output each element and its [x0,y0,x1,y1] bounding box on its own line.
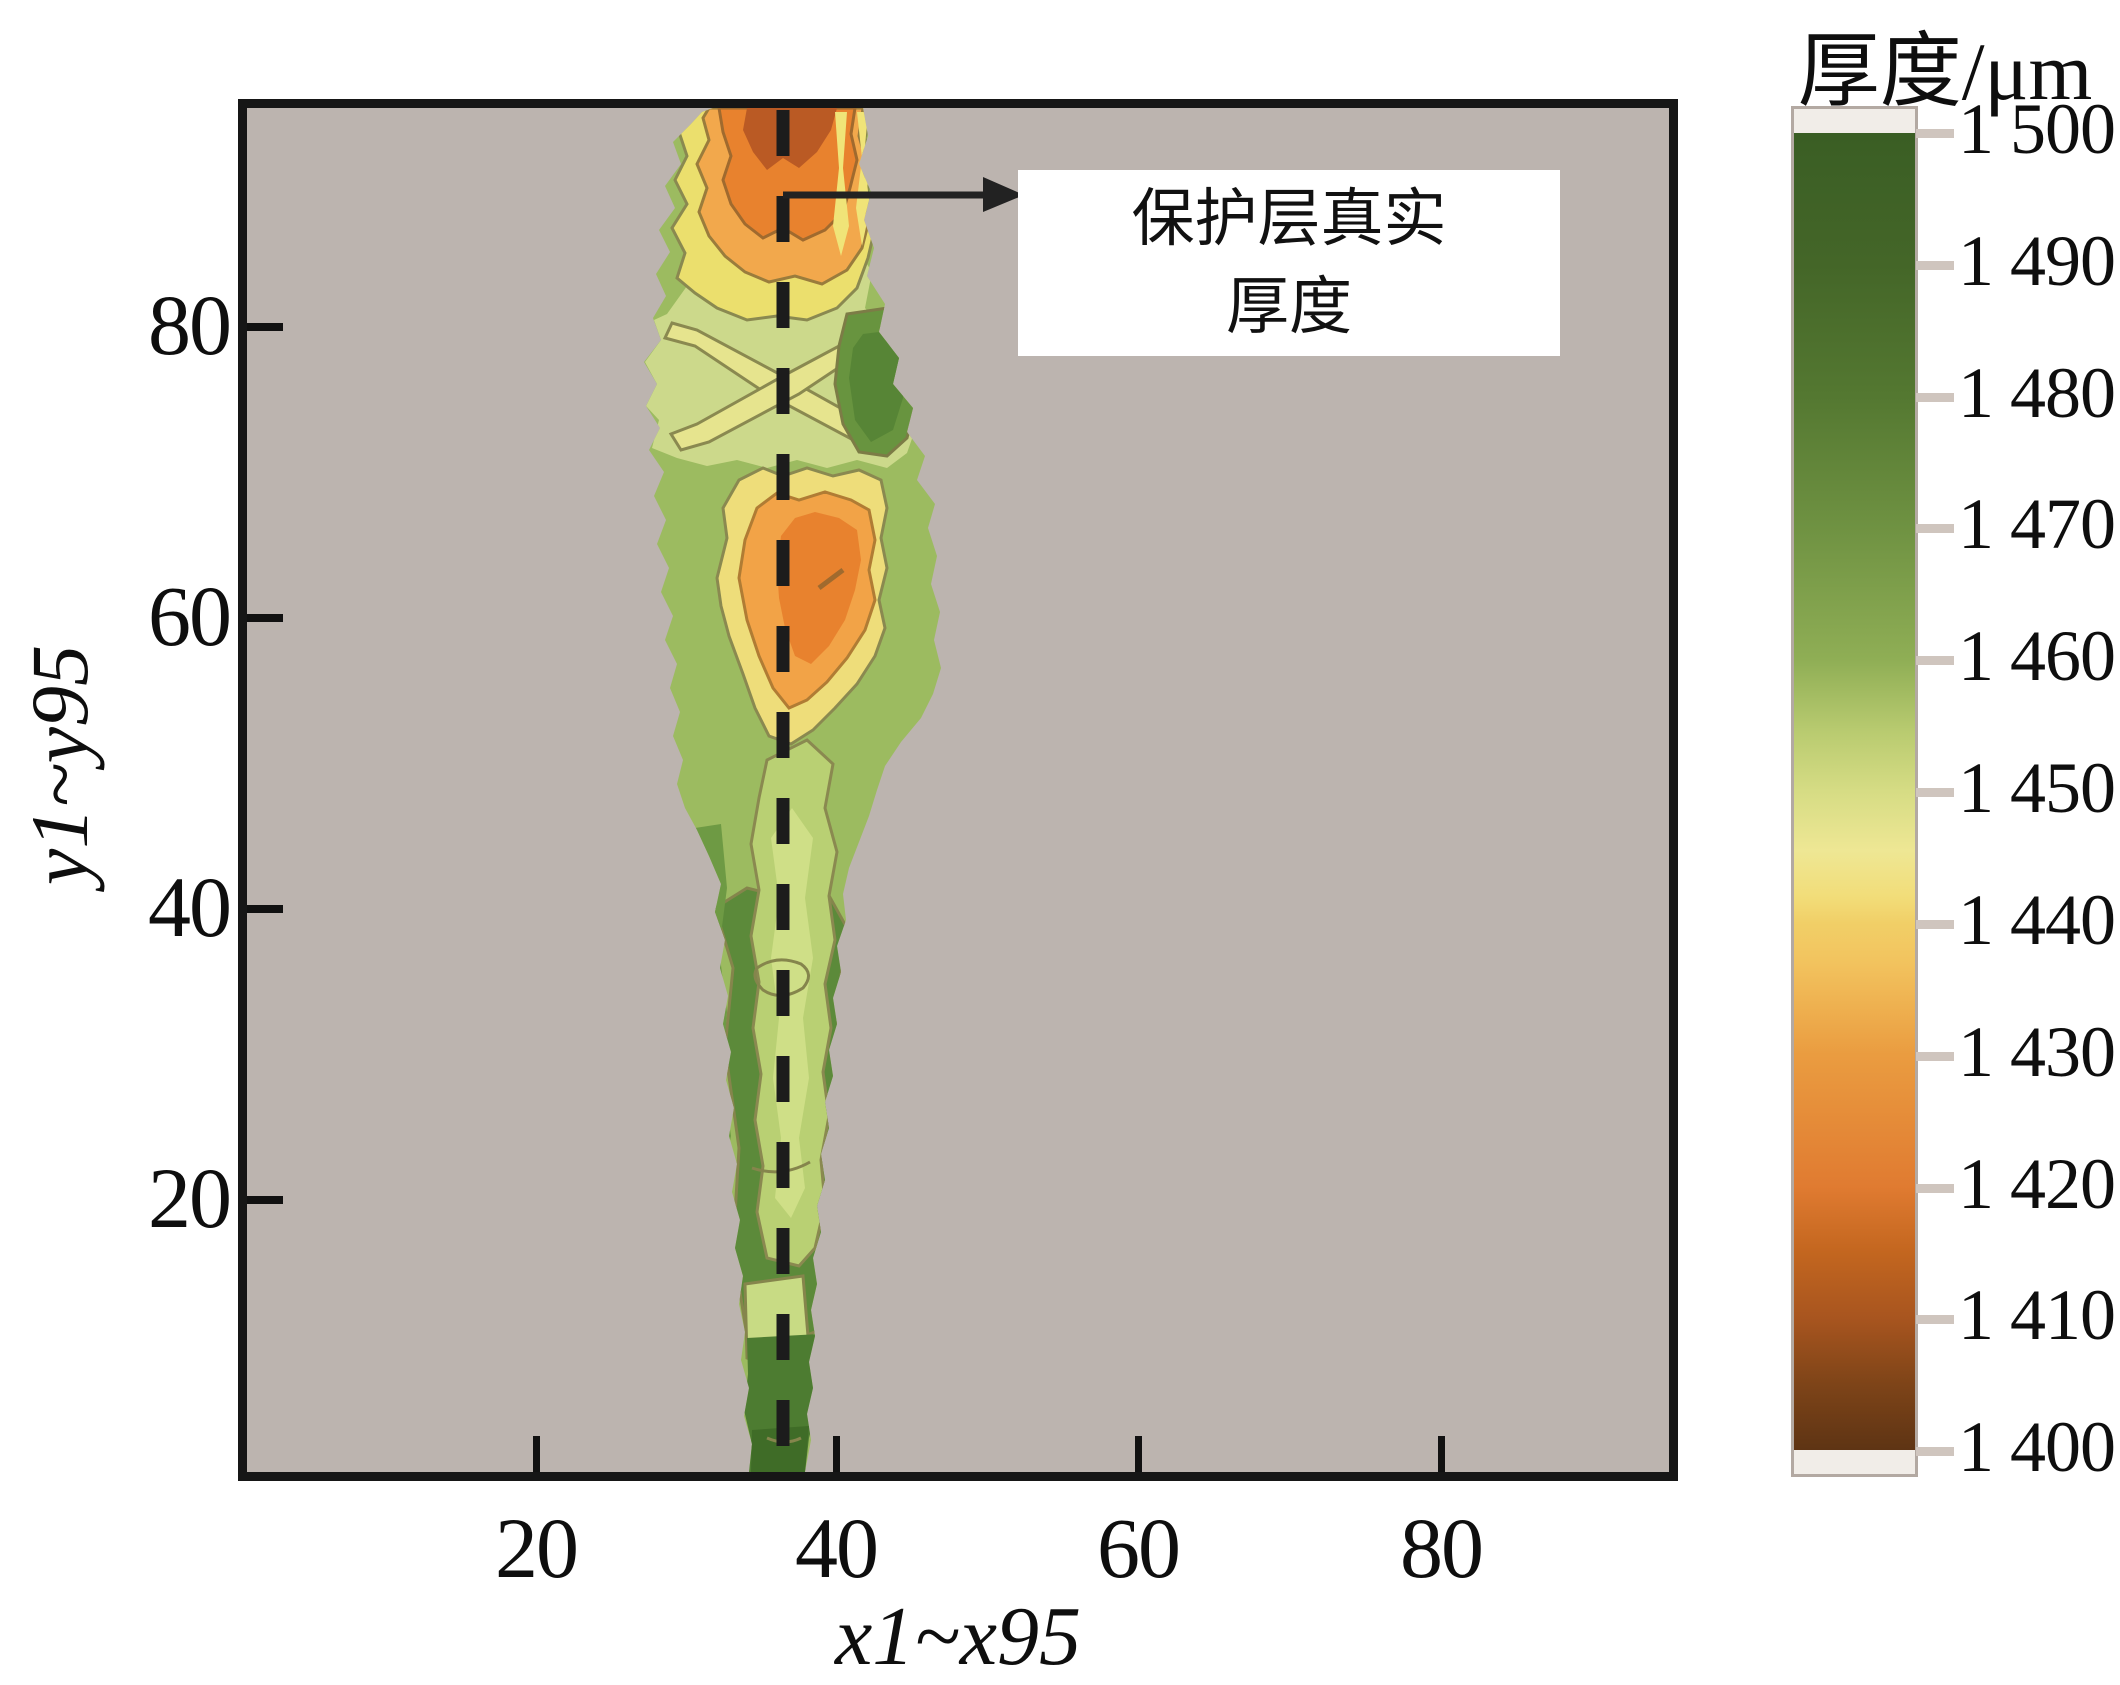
x-tick-label-80: 80 [1400,1500,1484,1596]
annotation-line1: 保护层真实 [1131,184,1447,254]
colorbar-tick-1420 [1916,1184,1954,1193]
y-tick-label-80: 80 [148,277,232,373]
axis-tick-marks [247,323,1445,1472]
annotation-box: 保护层真实 厚度 [1018,170,1560,356]
x-tick-label-40: 40 [795,1500,879,1596]
colorbar-label-1450: 1 450 [1958,748,2116,828]
colorbar-tick-1410 [1916,1315,1954,1324]
y-axis-title: y1~y95 [14,644,105,886]
colorbar-label-1480: 1 480 [1958,353,2116,433]
colorbar-label-1400: 1 400 [1958,1407,2116,1487]
colorbar-label-1470: 1 470 [1958,484,2116,564]
thickness-strip [644,108,941,1472]
colorbar-gradient [1794,133,1915,1450]
contour-map [247,108,1445,1472]
colorbar-label-1490: 1 490 [1958,221,2116,301]
colorbar-tick-1470 [1916,524,1954,533]
colorbar-tick-1450 [1916,788,1954,797]
annotation-line2: 厚度 [1226,272,1352,342]
colorbar-bottom-cap [1794,1450,1915,1474]
colorbar-label-1500: 1 500 [1958,89,2116,169]
colorbar-tick-1500 [1916,129,1954,138]
colorbar-label-1410: 1 410 [1958,1275,2116,1355]
colorbar-label-1430: 1 430 [1958,1012,2116,1092]
x-axis-title: x1~x95 [834,1590,1081,1683]
colorbar-label-1420: 1 420 [1958,1144,2116,1224]
colorbar-tick-1460 [1916,656,1954,665]
colorbar [1791,106,1918,1477]
x-tick-label-20: 20 [495,1500,579,1596]
annotation-arrow [783,177,1024,212]
colorbar-tick-1490 [1916,261,1954,270]
colorbar-label-1440: 1 440 [1958,880,2116,960]
y-tick-label-20: 20 [148,1150,232,1246]
colorbar-title: 厚度/μm [1797,26,2093,117]
colorbar-tick-1430 [1916,1052,1954,1061]
colorbar-tick-1480 [1916,393,1954,402]
colorbar-tick-1400 [1916,1447,1954,1456]
colorbar-tick-1440 [1916,920,1954,929]
y-tick-label-40: 40 [148,859,232,955]
colorbar-top-cap [1794,109,1915,133]
y-tick-label-60: 60 [148,568,232,664]
x-tick-label-60: 60 [1097,1500,1181,1596]
colorbar-label-1460: 1 460 [1958,616,2116,696]
